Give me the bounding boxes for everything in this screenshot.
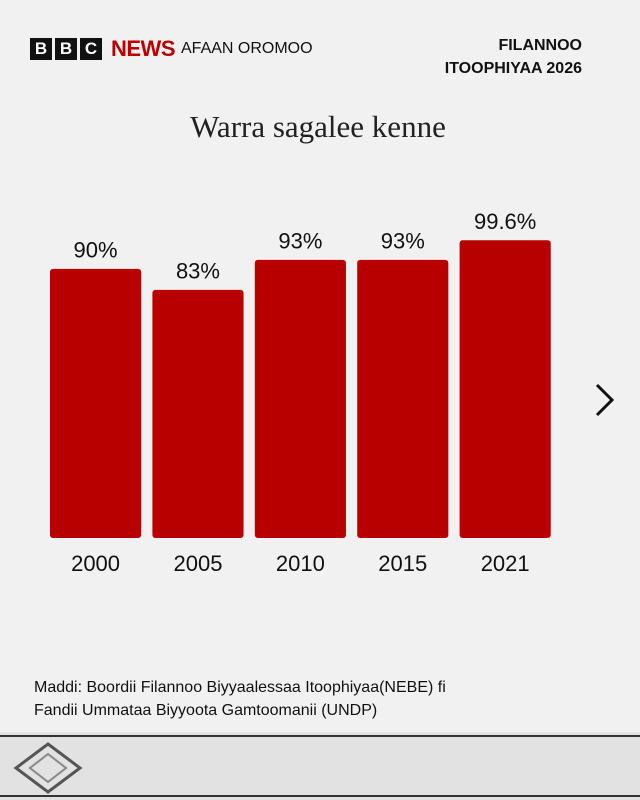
x-tick-label: 2021 bbox=[481, 551, 530, 576]
value-label: 83% bbox=[176, 259, 220, 284]
next-arrow[interactable] bbox=[595, 383, 615, 417]
source: Maddi: Boordii Filannoo Biyyaalessaa Ito… bbox=[34, 676, 446, 722]
bar bbox=[459, 240, 551, 539]
brand: B B C NEWS AFAAN OROMOO bbox=[30, 36, 313, 62]
x-tick-label: 2000 bbox=[71, 551, 120, 576]
source-line: Fandii Ummataa Biyyoota Gamtoomanii (UND… bbox=[34, 702, 378, 719]
brand-letter: C bbox=[80, 38, 102, 60]
value-label: 93% bbox=[381, 229, 425, 254]
bar bbox=[50, 268, 142, 538]
x-tick-label: 2010 bbox=[276, 551, 325, 576]
edition-line: FILANNOO bbox=[498, 37, 582, 54]
brand-service: AFAAN OROMOO bbox=[181, 40, 313, 57]
bar bbox=[357, 259, 449, 538]
footer-band bbox=[0, 732, 640, 800]
x-tick-label: 2015 bbox=[378, 551, 427, 576]
brand-letter: B bbox=[55, 38, 77, 60]
edition-line: ITOOPHIYAA 2026 bbox=[444, 60, 582, 77]
value-label: 90% bbox=[74, 238, 118, 263]
source-line: Maddi: Boordii Filannoo Biyyaalessaa Ito… bbox=[34, 679, 446, 696]
brand-news: NEWS bbox=[111, 36, 176, 61]
brand-letter: B bbox=[30, 38, 52, 60]
value-label: 93% bbox=[278, 229, 322, 254]
x-tick-label: 2005 bbox=[173, 551, 222, 576]
chart-title: Warra sagalee kenne bbox=[190, 109, 446, 144]
edition: FILANNOO ITOOPHIYAA 2026 bbox=[445, 34, 582, 80]
bar bbox=[152, 289, 244, 538]
bar bbox=[254, 259, 346, 538]
value-label: 99.6% bbox=[474, 209, 536, 234]
